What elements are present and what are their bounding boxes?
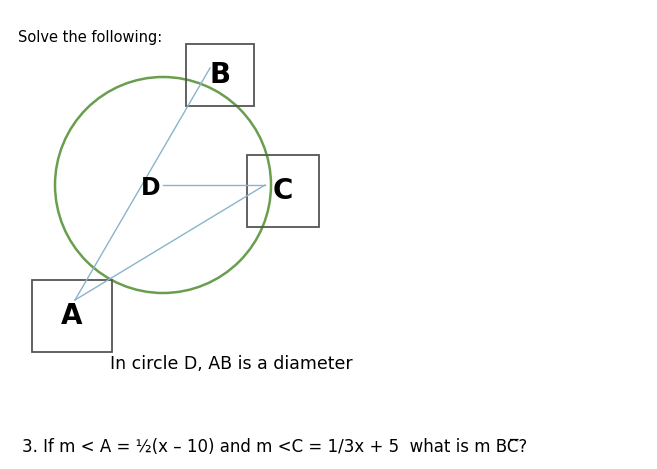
Bar xyxy=(247,155,319,227)
Text: In circle D, AB is a diameter: In circle D, AB is a diameter xyxy=(110,355,353,373)
Text: A: A xyxy=(61,302,83,330)
Text: D: D xyxy=(141,176,161,200)
Bar xyxy=(186,44,254,106)
Text: Solve the following:: Solve the following: xyxy=(18,30,162,45)
Bar xyxy=(32,280,112,352)
Text: B: B xyxy=(210,61,231,89)
Text: C: C xyxy=(273,177,293,205)
Text: 3. If m < A = ½(x – 10) and m <C = 1/3x + 5  what is m BC̅?: 3. If m < A = ½(x – 10) and m <C = 1/3x … xyxy=(22,438,528,456)
